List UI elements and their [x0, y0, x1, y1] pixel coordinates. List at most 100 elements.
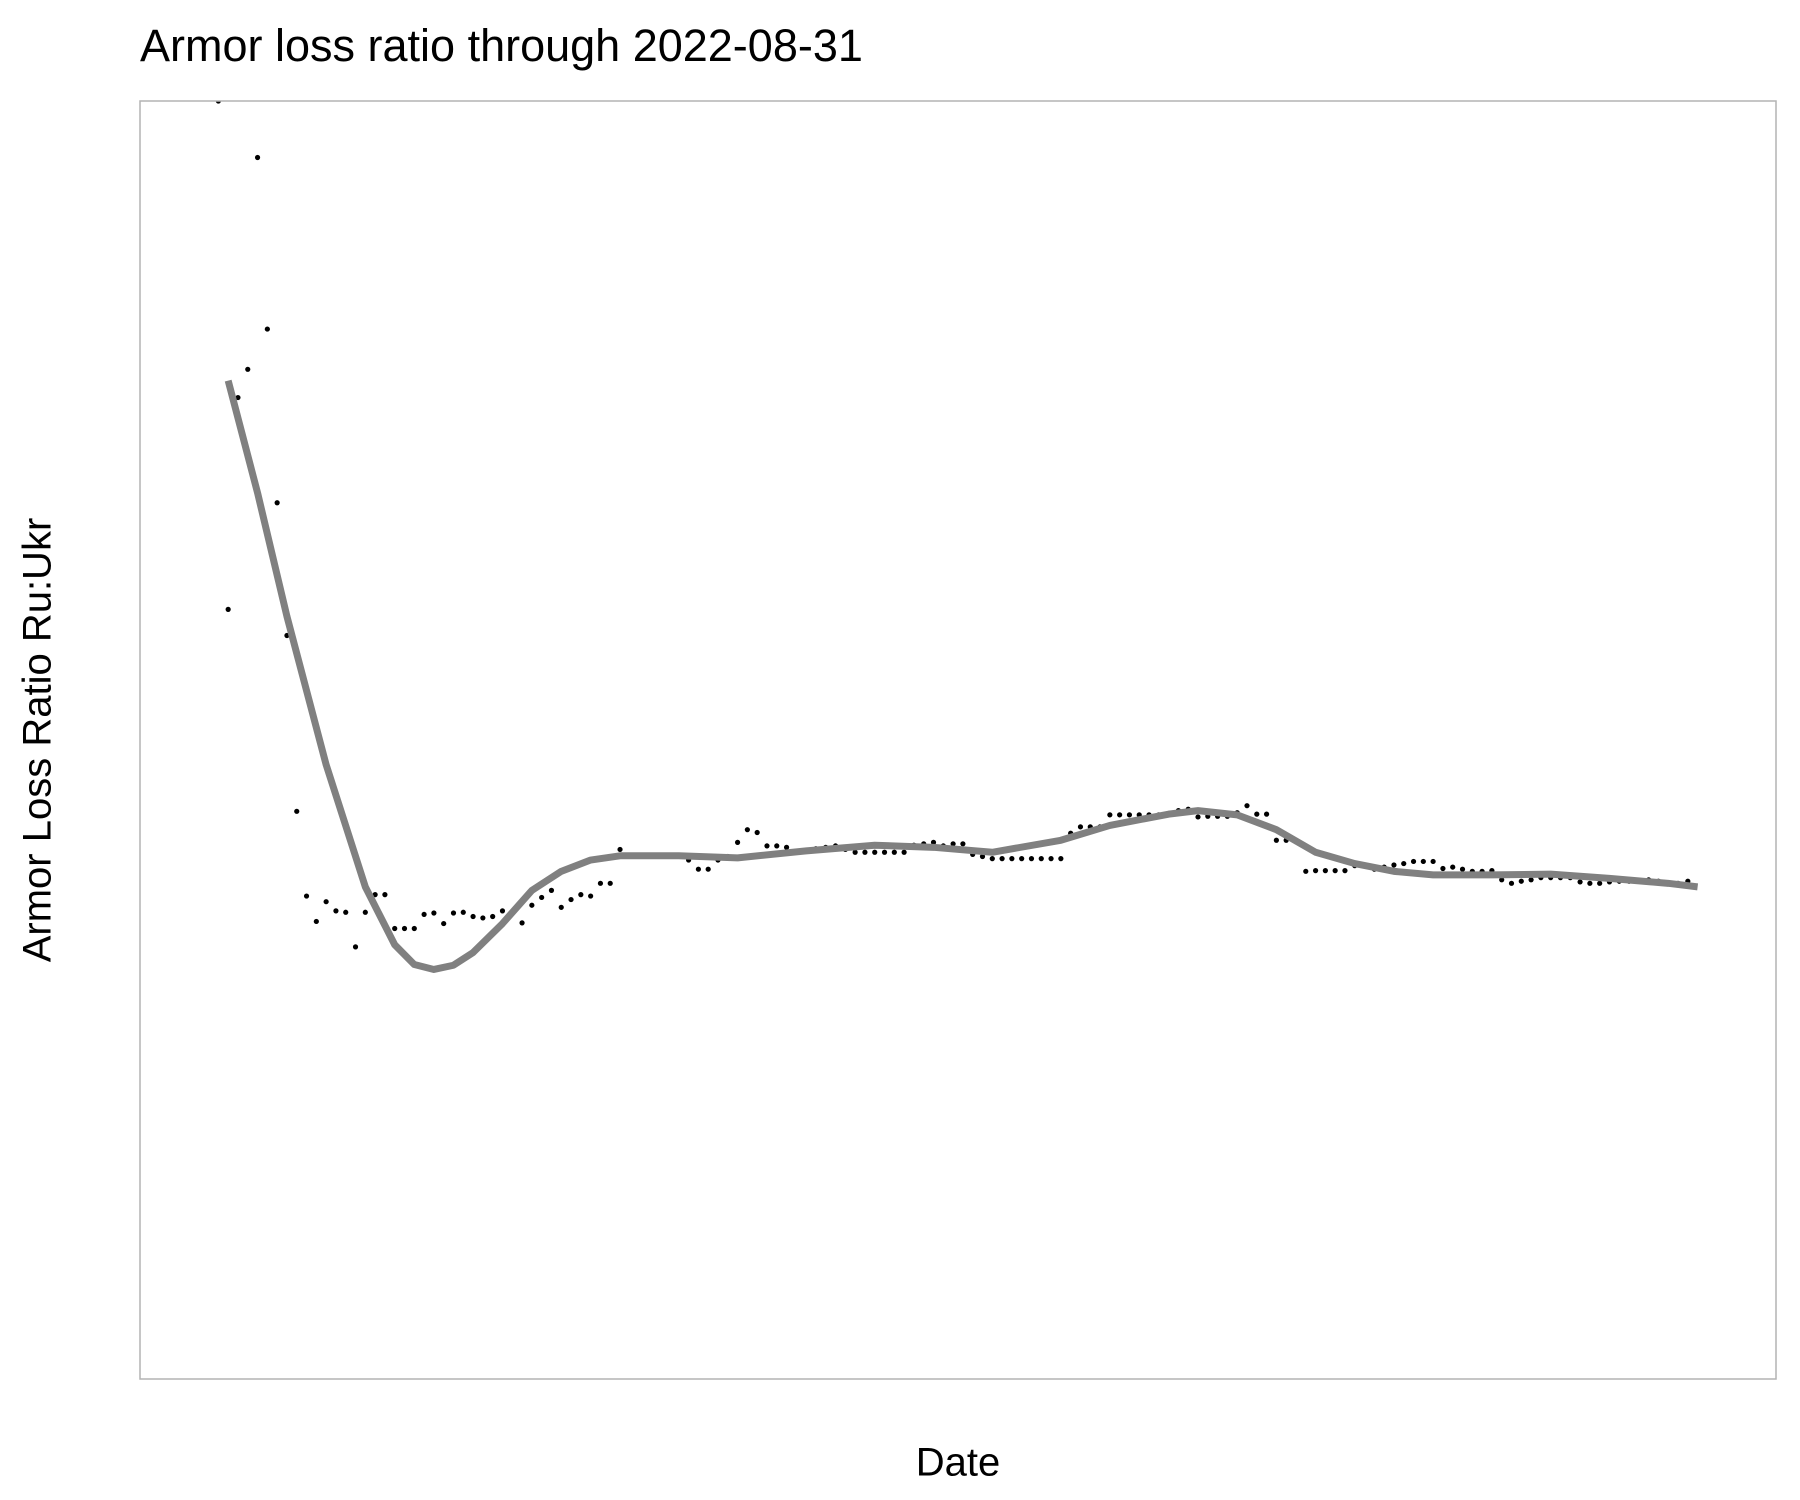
- point: [411, 925, 417, 932]
- point: [588, 893, 594, 899]
- point: [264, 326, 270, 332]
- point: [1038, 856, 1044, 862]
- point: [1263, 811, 1270, 817]
- point: [1391, 862, 1397, 868]
- point: [1401, 860, 1407, 867]
- point: [568, 896, 574, 903]
- point: [607, 880, 613, 886]
- point: [1048, 856, 1054, 862]
- point: [872, 849, 878, 855]
- point: [1342, 868, 1348, 874]
- point: [960, 841, 966, 847]
- point: [450, 910, 457, 916]
- point: [1587, 880, 1593, 886]
- point: [352, 944, 359, 950]
- point: [979, 853, 986, 860]
- point: [754, 829, 760, 836]
- point: [1577, 879, 1583, 885]
- point: [881, 849, 888, 855]
- point: [245, 366, 251, 372]
- y-axis-label: Armor Loss Ratio Ru:Ukr: [16, 518, 60, 963]
- point: [401, 925, 408, 932]
- point: [1273, 837, 1279, 843]
- point: [1019, 856, 1025, 862]
- point: [460, 909, 466, 915]
- point: [744, 827, 750, 833]
- point: [1009, 856, 1015, 862]
- point: [343, 909, 349, 915]
- point: [695, 866, 701, 872]
- point: [274, 500, 280, 506]
- point: [470, 913, 476, 920]
- marks: [215, 101, 1699, 973]
- point: [1450, 864, 1456, 870]
- point: [764, 843, 770, 849]
- point: [421, 911, 427, 918]
- point: [1322, 868, 1328, 874]
- point: [382, 892, 388, 898]
- point: [294, 808, 300, 814]
- point: [1058, 856, 1064, 862]
- point: [1244, 803, 1250, 809]
- point: [323, 899, 329, 905]
- point: [597, 880, 604, 886]
- point: [1117, 812, 1123, 818]
- point: [333, 908, 339, 914]
- point: [548, 887, 555, 893]
- point: [235, 394, 241, 401]
- point: [1195, 814, 1201, 820]
- point: [1597, 880, 1603, 886]
- point: [490, 913, 496, 920]
- point: [303, 893, 310, 899]
- panel: [140, 101, 1776, 1379]
- point: [1332, 868, 1338, 874]
- point: [705, 866, 711, 872]
- point: [901, 849, 907, 855]
- point: [1420, 858, 1426, 865]
- point: [734, 839, 741, 845]
- point: [1107, 812, 1113, 818]
- point: [313, 918, 319, 925]
- point: [499, 908, 506, 914]
- point: [930, 839, 937, 845]
- point: [989, 856, 995, 862]
- point: [1499, 877, 1505, 883]
- point: [1410, 858, 1417, 865]
- point: [862, 849, 868, 855]
- point: [783, 844, 790, 850]
- point: [539, 894, 545, 901]
- point: [558, 904, 564, 910]
- point: [1459, 866, 1466, 872]
- point: [1254, 811, 1260, 817]
- point: [1126, 812, 1133, 818]
- point: [617, 846, 623, 853]
- point: [480, 915, 486, 921]
- point: [441, 920, 447, 927]
- point: [891, 849, 897, 855]
- point: [1028, 856, 1035, 862]
- point: [774, 843, 780, 849]
- point: [254, 154, 261, 161]
- point: [529, 902, 535, 908]
- point: [225, 606, 231, 612]
- point: [431, 910, 437, 916]
- point: [1430, 858, 1436, 865]
- point: [392, 925, 398, 932]
- point: [1312, 868, 1319, 874]
- smooth-line: [224, 379, 1699, 973]
- point: [519, 920, 525, 926]
- panel-border: [139, 100, 1777, 1380]
- point: [950, 841, 956, 847]
- point: [852, 849, 858, 855]
- point: [999, 856, 1005, 862]
- x-axis-label: Date: [916, 1441, 1001, 1485]
- point: [1440, 865, 1446, 872]
- point: [1303, 868, 1309, 874]
- point: [1528, 877, 1534, 883]
- point: [1518, 878, 1524, 884]
- point: [578, 892, 584, 898]
- point: [362, 909, 368, 915]
- point: [1508, 880, 1515, 886]
- chart-title: Armor loss ratio through 2022-08-31: [140, 20, 863, 71]
